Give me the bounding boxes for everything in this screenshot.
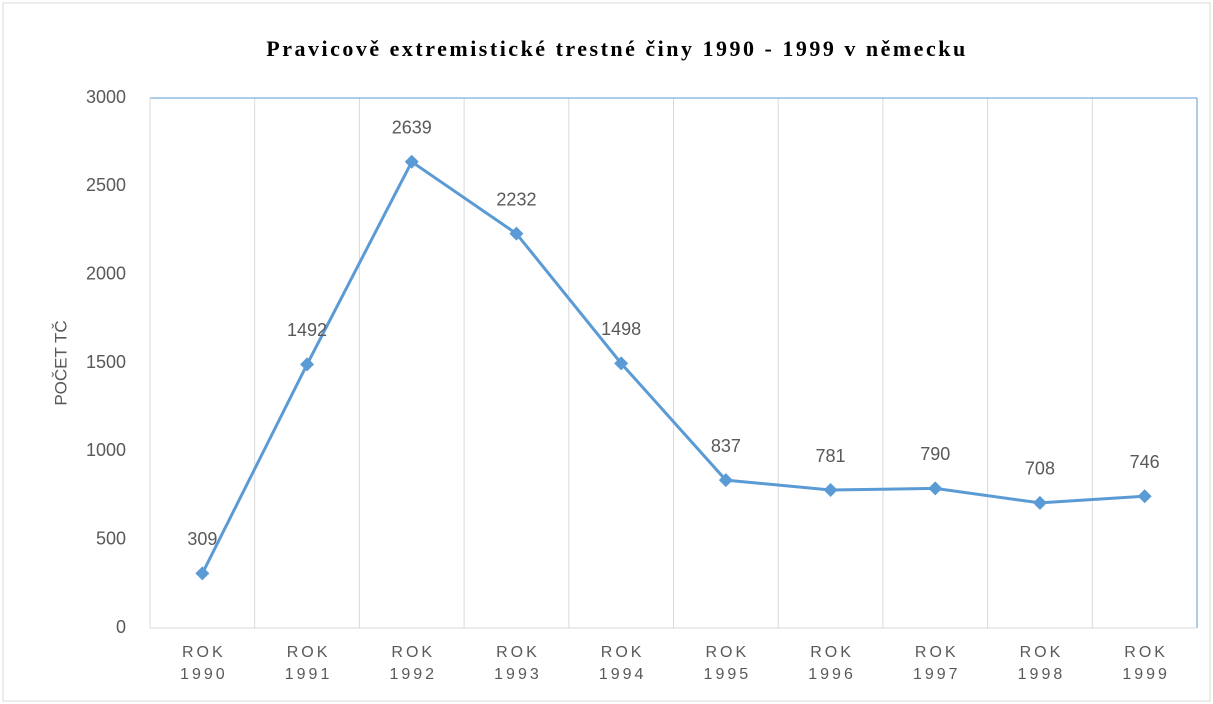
marker	[404, 154, 419, 169]
y-tick-label: 2000	[86, 263, 126, 283]
x-tick-label: ROK 1995	[703, 644, 752, 683]
data-label: 746	[1130, 452, 1160, 472]
data-label: 309	[187, 529, 217, 549]
x-tick-label: ROK 1999	[1122, 644, 1170, 683]
marker	[195, 566, 210, 581]
chart-title: Pravicově extremistické trestné činy 199…	[266, 36, 967, 61]
data-label: 708	[1025, 459, 1055, 479]
x-tick-label: ROK 1998	[1017, 644, 1066, 683]
x-tick-label: ROK 1990	[180, 644, 228, 683]
marker	[1137, 489, 1152, 504]
x-tick-label: ROK 1993	[494, 644, 542, 683]
data-label: 2232	[496, 189, 536, 209]
y-tick-label: 3000	[86, 87, 126, 107]
marker	[718, 473, 733, 488]
data-label: 790	[920, 444, 950, 464]
x-tick-label: ROK 1992	[389, 644, 438, 683]
y-tick-label: 1500	[86, 352, 126, 372]
marker	[1032, 495, 1047, 510]
data-label: 837	[711, 436, 741, 456]
y-tick-label: 2500	[86, 175, 126, 195]
data-label: 1492	[287, 320, 327, 340]
marker	[509, 226, 524, 241]
x-tick-label: ROK 1996	[808, 644, 856, 683]
data-label: 1498	[601, 319, 641, 339]
x-tick-label: ROK 1994	[598, 644, 647, 683]
marker	[823, 483, 838, 498]
data-label: 781	[816, 446, 846, 466]
x-tick-label: ROK 1991	[284, 644, 333, 683]
data-label: 2639	[392, 118, 432, 138]
marker	[300, 357, 315, 372]
y-tick-label: 500	[96, 528, 126, 548]
y-tick-label: 1000	[86, 440, 126, 460]
line	[201, 159, 1145, 575]
y-axis-label: POČET TČ	[51, 320, 70, 405]
x-tick-label: ROK 1997	[912, 644, 961, 683]
marker	[928, 481, 943, 496]
marker	[614, 356, 629, 371]
y-tick-label: 0	[116, 617, 126, 637]
